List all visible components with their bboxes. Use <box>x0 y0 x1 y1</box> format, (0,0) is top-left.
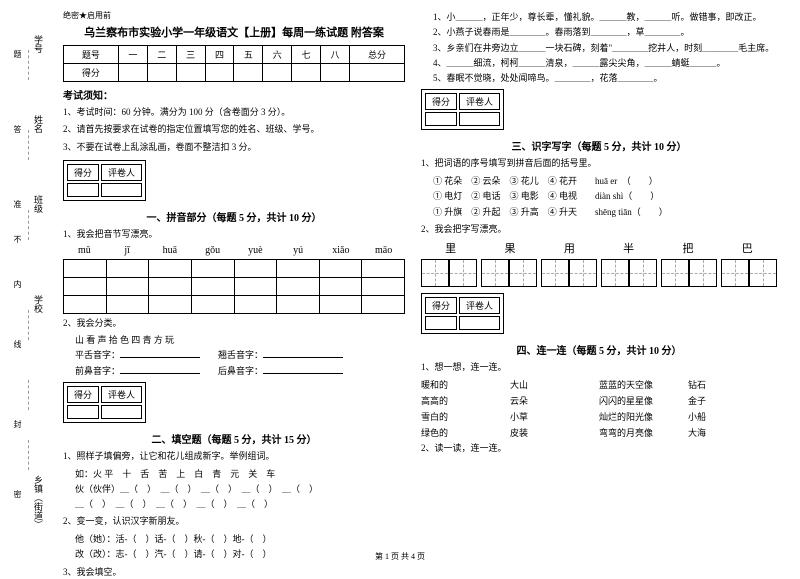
link-row: 雪白的小草灿烂的阳光像小船 <box>421 410 777 423</box>
tian-grid-row <box>421 259 777 287</box>
scorer-box: 得分评卷人 <box>63 160 146 201</box>
fill-line: 1、小＿＿＿，正年少，尊长辈，懂礼貌。＿＿＿教，＿＿＿听。做错事，即改正。 <box>433 10 777 25</box>
margin-label: 班级 <box>32 195 45 213</box>
section-2-title: 二、填空题（每题 5 分，共计 15 分） <box>63 431 405 446</box>
margin-label: 学号 <box>32 35 45 53</box>
margin-label: 乡镇（街道） <box>32 475 45 529</box>
section-4-title: 四、连一连（每题 5 分，共计 10 分） <box>421 342 777 357</box>
page: 绝密★启用前 乌兰察布市实验小学一年级语文【上册】每周一练试题 附答案 题号 一… <box>0 0 800 545</box>
page-footer: 第 1 页 共 4 页 <box>0 551 800 562</box>
link-row: 高高的云朵闪闪的星星像金子 <box>421 394 777 407</box>
q2-2: 2、变一变，认识汉字新朋友。 <box>63 515 405 529</box>
q2-3: 3、我会填空。 <box>63 566 405 579</box>
q4-1: 1、想一想，连一连。 <box>421 361 777 375</box>
scorer-box: 得分评卷人 <box>421 293 504 334</box>
q3-1: 1、把词语的序号填写到拼音后面的括号里。 <box>421 157 777 171</box>
fill-line: 3、乡亲们在井旁边立＿＿＿一块石碑，刻着"＿＿＿＿挖井人，时刻＿＿＿＿毛主席。 <box>433 41 777 56</box>
scorer-box: 得分评卷人 <box>63 382 146 423</box>
notice-head: 考试须知： <box>63 87 405 102</box>
exam-title: 乌兰察布市实验小学一年级语文【上册】每周一练试题 附答案 <box>63 24 405 40</box>
q2-1: 1、照样子填偏旁，让它和花儿组成新字。举例组词。 <box>63 450 405 464</box>
q1-1: 1、我会把音节写漂亮。 <box>63 228 405 242</box>
link-row: 绿色的皮装弯弯的月亮像大海 <box>421 426 777 439</box>
score-table: 题号 一 二 三 四 五 六 七 八 总分 得分 <box>63 45 405 82</box>
q1-2: 2、我会分类。 <box>63 317 405 331</box>
fill-line: 4、＿＿＿细流，柯柯＿＿＿清泉，＿＿＿露尖尖角，＿＿＿蜻蜓＿＿＿。 <box>433 56 777 71</box>
binding-margin: 学号 题 姓名 答 班级 准 不 学校 内 线 封 乡镇（街道） 密 <box>0 0 50 545</box>
pinyin-row: mǔjīhuāgǒuyuèyúxiǎomāo <box>63 245 405 256</box>
notice-item: 3、不要在试卷上乱涂乱画，卷面不整洁扣 3 分。 <box>63 140 405 154</box>
fill-line: 2、小燕子说春雨是＿＿＿＿。春雨落到＿＿＿＿，草＿＿＿＿。 <box>433 25 777 40</box>
margin-label: 学校 <box>32 295 45 313</box>
fill-line: 5、春眠不觉晓，处处闻啼鸟。＿＿＿＿，花落＿＿＿＿。 <box>433 71 777 86</box>
left-column: 绝密★启用前 乌兰察布市实验小学一年级语文【上册】每周一练试题 附答案 题号 一… <box>55 10 413 545</box>
secret-mark: 绝密★启用前 <box>63 10 405 21</box>
margin-label: 姓名 <box>32 115 45 133</box>
notice-item: 1、考试时间：60 分钟。满分为 100 分（含卷面分 3 分）。 <box>63 105 405 119</box>
section-1-title: 一、拼音部分（每题 5 分，共计 10 分） <box>63 209 405 224</box>
pinyin-grid <box>63 259 405 314</box>
notice-item: 2、请首先按要求在试卷的指定位置填写您的姓名、班级、学号。 <box>63 122 405 136</box>
q3-2: 2、我会把字写漂亮。 <box>421 223 777 237</box>
char-labels: 里果用半把巴 <box>421 240 777 256</box>
section-3-title: 三、识字写字（每题 5 分，共计 10 分） <box>421 138 777 153</box>
q4-2: 2、读一读，连一连。 <box>421 442 777 456</box>
scorer-box: 得分评卷人 <box>421 89 504 130</box>
link-row: 暖和的大山蓝蓝的天空像钻石 <box>421 378 777 391</box>
right-column: 1、小＿＿＿，正年少，尊长辈，懂礼貌。＿＿＿教，＿＿＿听。做错事，即改正。 2、… <box>413 10 785 545</box>
